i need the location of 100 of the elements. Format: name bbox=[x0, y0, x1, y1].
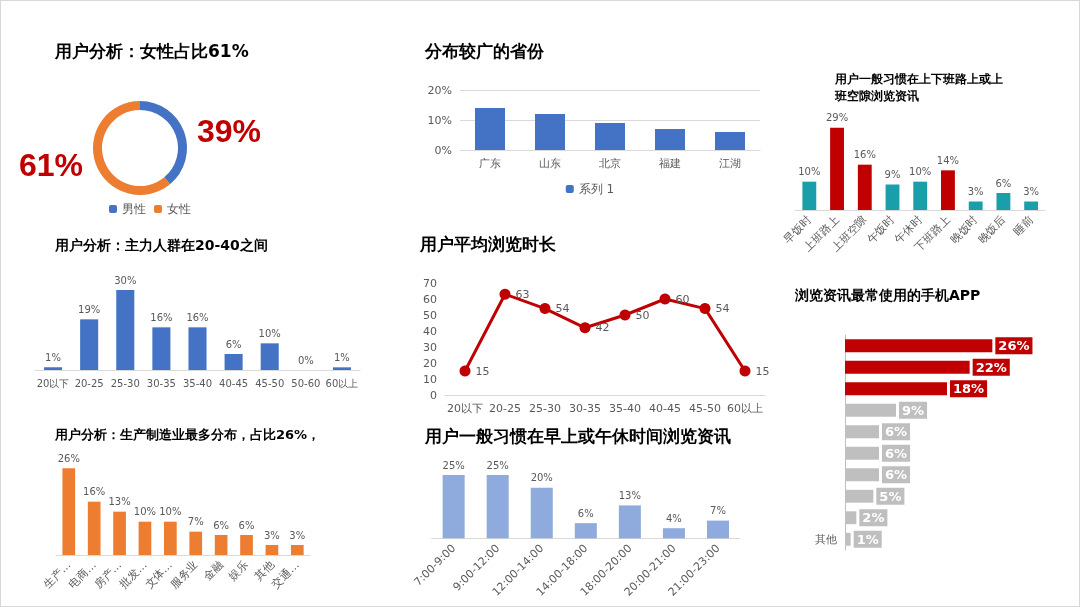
bar bbox=[138, 521, 152, 555]
x-tick-label: 60以上 bbox=[727, 402, 763, 415]
data-label: 16% bbox=[186, 311, 209, 323]
point bbox=[659, 293, 671, 305]
data-label: 6% bbox=[238, 519, 255, 531]
data-label: 63 bbox=[515, 287, 530, 301]
bar bbox=[265, 545, 279, 555]
data-label: 54 bbox=[715, 302, 730, 316]
data-label: 10% bbox=[798, 166, 821, 178]
bar bbox=[1024, 201, 1039, 210]
y-tick-label: 30 bbox=[423, 340, 437, 354]
x-tick-label: 45-50 bbox=[255, 377, 285, 389]
chart-title: 用户分析：主力人群在20-40之间 bbox=[54, 236, 268, 253]
bar bbox=[968, 201, 983, 210]
x-tick-label: 40-45 bbox=[649, 402, 681, 415]
bar bbox=[240, 535, 253, 555]
data-label: 16% bbox=[853, 149, 876, 161]
data-label: 6% bbox=[885, 424, 908, 440]
chart-title: 浏览资讯最常使用的手机APP bbox=[794, 286, 981, 303]
data-label: 42 bbox=[595, 321, 610, 335]
data-label: 25% bbox=[486, 459, 509, 471]
data-label: 26% bbox=[57, 452, 80, 464]
x-tick-label: 35-40 bbox=[609, 402, 641, 415]
chart-title: 分布较广的省份 bbox=[424, 41, 545, 61]
chart-title: 用户一般习惯在早上或午休时间浏览资讯 bbox=[424, 426, 731, 446]
y-tick-label: 50 bbox=[423, 308, 437, 322]
data-label: 30% bbox=[114, 274, 137, 286]
data-label: 3% bbox=[967, 186, 984, 197]
data-label: 0% bbox=[297, 354, 314, 366]
data-label: 5% bbox=[879, 488, 902, 504]
point bbox=[539, 303, 551, 315]
bar bbox=[442, 475, 465, 539]
data-label: 10% bbox=[159, 506, 182, 518]
data-label: 1% bbox=[334, 351, 350, 363]
data-label: 10% bbox=[258, 327, 281, 339]
x-tick-label: 山东 bbox=[539, 157, 561, 170]
data-label: 20% bbox=[530, 472, 553, 484]
chart-title: 用户平均浏览时长 bbox=[419, 234, 557, 254]
data-label: 6% bbox=[225, 338, 242, 350]
data-label: 13% bbox=[618, 489, 641, 501]
data-label: 15 bbox=[475, 364, 490, 378]
data-label: 16% bbox=[83, 486, 106, 498]
data-label: 13% bbox=[108, 496, 131, 508]
x-tick-label: 50-60 bbox=[291, 377, 321, 389]
point bbox=[579, 322, 591, 334]
data-label: 10% bbox=[133, 506, 157, 518]
data-label: 29% bbox=[825, 112, 849, 124]
x-tick-label: 20以下 bbox=[36, 377, 70, 389]
data-label: 22% bbox=[975, 359, 1007, 375]
bar bbox=[260, 343, 279, 370]
x-tick-label: 金融 bbox=[200, 558, 226, 584]
data-label: 9% bbox=[902, 402, 925, 418]
data-label: 6% bbox=[885, 467, 908, 483]
bar bbox=[913, 181, 928, 210]
data-label: 7% bbox=[187, 516, 204, 528]
data-label: 18% bbox=[953, 381, 985, 397]
bar bbox=[885, 184, 900, 210]
x-tick-label: 福建 bbox=[659, 157, 681, 170]
data-label: 4% bbox=[665, 512, 682, 524]
data-label: 7% bbox=[710, 505, 726, 517]
bar bbox=[595, 123, 625, 150]
point bbox=[739, 365, 751, 377]
x-tick-label: 江湖 bbox=[719, 157, 741, 170]
bar bbox=[152, 327, 171, 370]
x-tick-label: 40-45 bbox=[219, 377, 249, 389]
y-tick-label: 20 bbox=[423, 356, 437, 370]
chart-title: 用户分析：生产制造业最多分布，占比26%， bbox=[54, 426, 321, 442]
y-tick-label: 70 bbox=[423, 276, 437, 290]
bar bbox=[80, 319, 99, 370]
data-label: 3% bbox=[263, 529, 280, 541]
bar bbox=[44, 367, 63, 370]
y-tick-label: 10 bbox=[423, 372, 437, 386]
data-label: 14% bbox=[936, 154, 960, 166]
bar bbox=[857, 164, 872, 210]
bar bbox=[715, 132, 745, 150]
x-tick-label: 30-35 bbox=[146, 377, 176, 389]
bar bbox=[475, 108, 505, 150]
data-label: 3% bbox=[1023, 186, 1040, 197]
x-tick-label: 35-40 bbox=[182, 377, 213, 389]
bar bbox=[214, 535, 228, 555]
data-label: 19% bbox=[78, 303, 101, 315]
data-label: 6% bbox=[885, 445, 908, 461]
data-label: 15 bbox=[755, 364, 770, 378]
bar bbox=[290, 545, 304, 555]
bar bbox=[113, 511, 126, 555]
data-label: 6% bbox=[995, 177, 1012, 189]
x-tick-label: 45-50 bbox=[689, 402, 721, 415]
bar bbox=[830, 127, 844, 210]
y-tick-label: 60 bbox=[423, 292, 437, 306]
data-label: 3% bbox=[289, 529, 306, 541]
x-tick-label: 20以下 bbox=[447, 402, 483, 415]
point bbox=[619, 309, 631, 321]
data-label: 2% bbox=[862, 510, 885, 526]
chart-title: 用户分析：女性占比61% bbox=[54, 41, 249, 61]
x-tick-label: 25-30 bbox=[529, 402, 561, 415]
bar bbox=[189, 531, 203, 555]
point bbox=[499, 288, 511, 300]
bar bbox=[530, 487, 553, 539]
point bbox=[699, 303, 711, 315]
data-label: 50 bbox=[635, 308, 650, 322]
